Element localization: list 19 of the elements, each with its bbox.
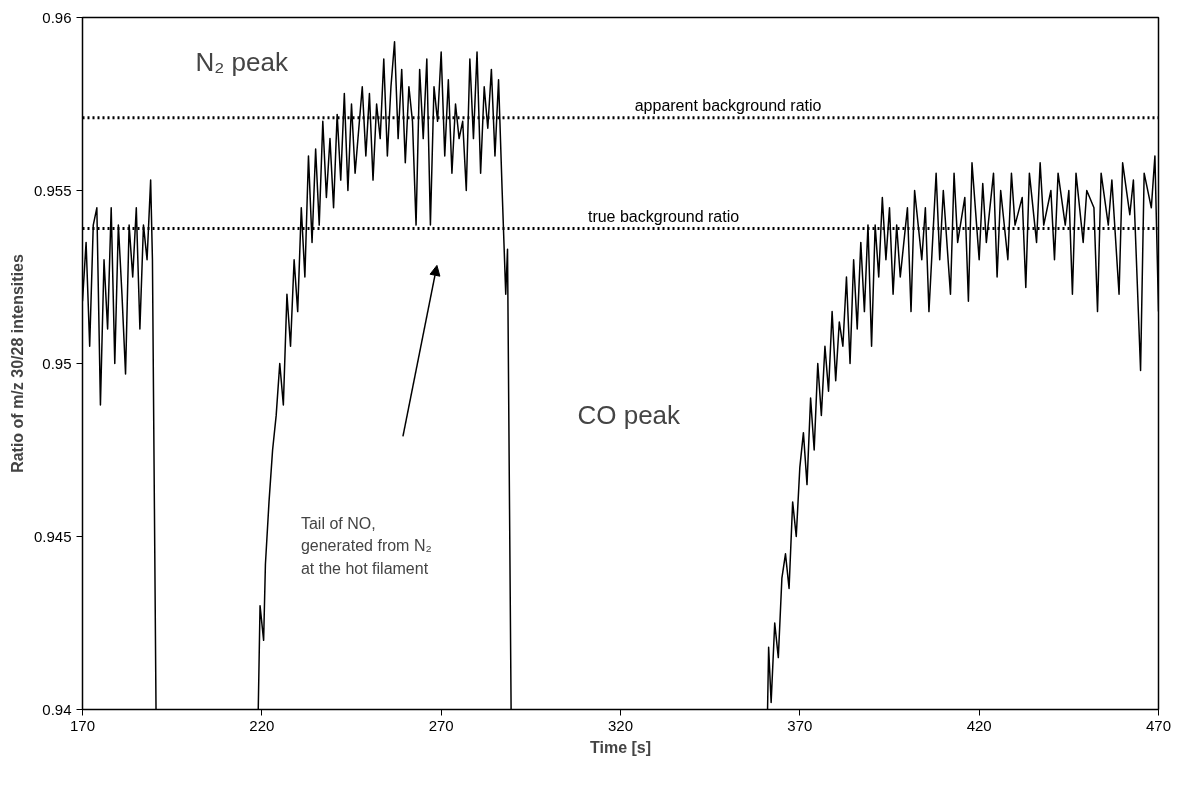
x-tick-label: 270 [428, 716, 454, 734]
x-tick-label: 420 [966, 716, 992, 734]
y-tick-label: 0.955 [33, 181, 72, 199]
ref-line-label: apparent background ratio [634, 96, 822, 114]
x-tick-label: 220 [249, 716, 275, 734]
ref-line-label: true background ratio [587, 207, 740, 225]
annotation: N₂ peak [195, 47, 289, 78]
y-tick-label: 0.945 [33, 527, 72, 545]
y-tick-label: 0.95 [42, 354, 72, 372]
annotation: CO peak [577, 400, 682, 431]
annotation: Tail of NO, generated from N₂ at the hot filament [300, 515, 432, 577]
x-axis-title: Time [s] [589, 738, 652, 756]
x-tick-label: 470 [1145, 716, 1172, 734]
x-tick-label: 320 [607, 716, 634, 734]
x-tick-label: 370 [787, 716, 813, 734]
y-tick-label: 0.96 [42, 8, 72, 26]
y-tick-label: 0.94 [42, 700, 72, 718]
x-tick-label: 170 [69, 716, 96, 734]
y-axis-title: Ratio of m/z 30/28 intensities [8, 254, 26, 473]
